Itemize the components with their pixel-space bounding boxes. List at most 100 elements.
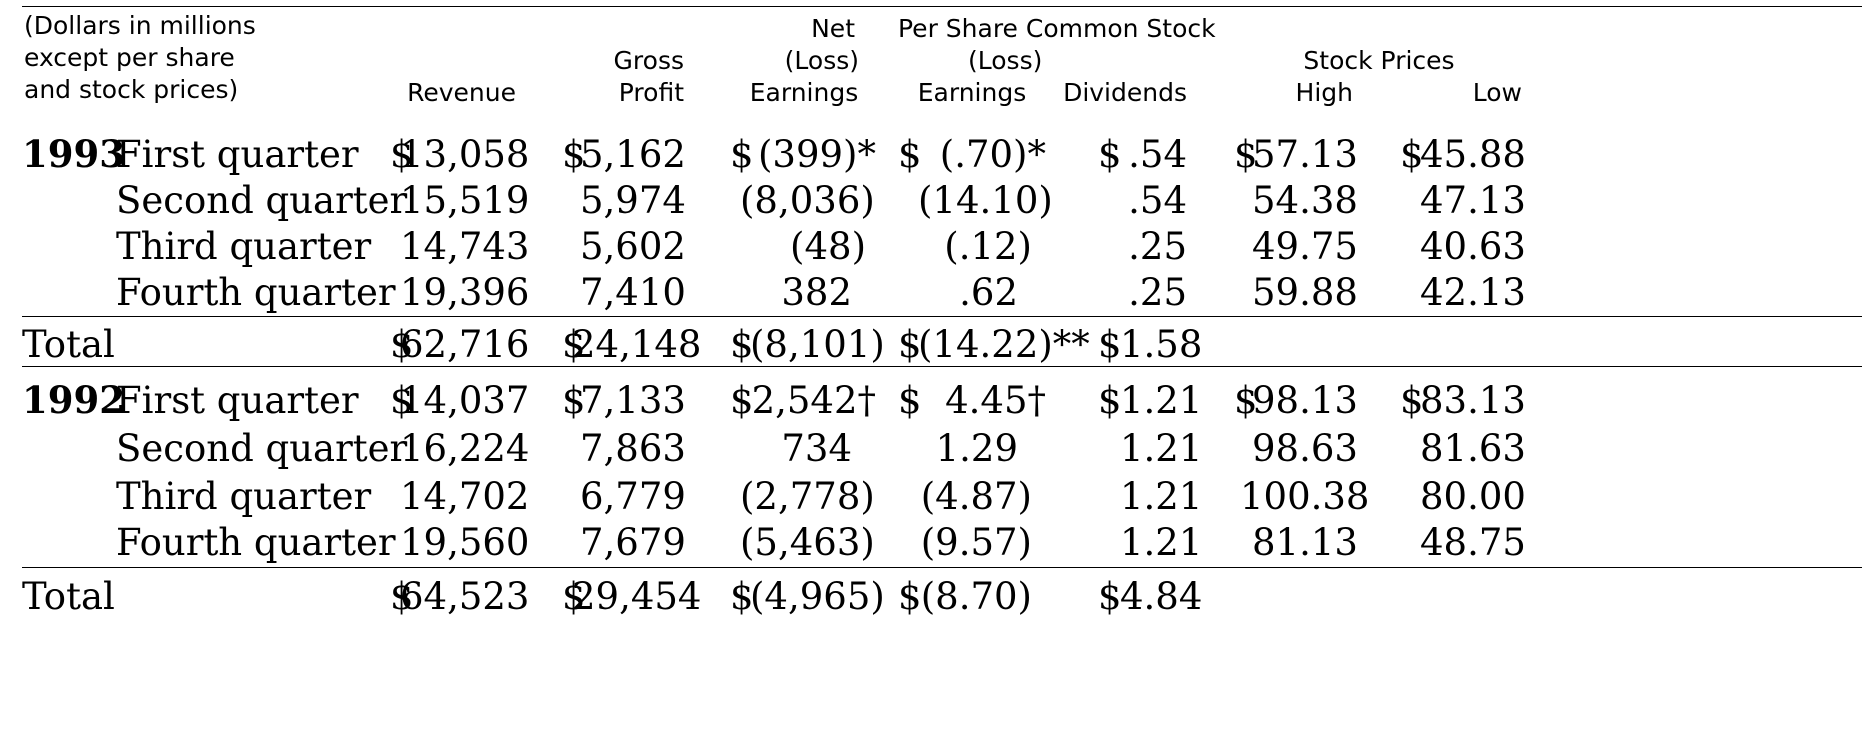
rule-before-1992-total bbox=[22, 567, 1862, 568]
net-header-line-1: Net bbox=[811, 14, 855, 43]
eps-header: Earnings bbox=[917, 78, 1027, 107]
eps-value: 1.29 bbox=[935, 427, 1018, 470]
eps-value: (14.22)** bbox=[918, 323, 1090, 366]
high-dollar-sign: $ bbox=[1234, 133, 1258, 176]
low-value: 48.75 bbox=[1420, 521, 1526, 564]
net-value: 2,542† bbox=[751, 379, 876, 422]
revenue-value: 14,702 bbox=[400, 475, 530, 518]
per-share-sub-header: (Loss) bbox=[968, 46, 1043, 75]
eps-value: (4.87) bbox=[920, 475, 1032, 518]
gross-value: 5,162 bbox=[580, 133, 686, 176]
eps-dollar-sign: $ bbox=[898, 133, 922, 176]
net-value: (48) bbox=[790, 225, 866, 268]
high-value: 49.75 bbox=[1252, 225, 1358, 268]
div-value: .54 bbox=[1128, 133, 1187, 176]
net-header-line-2: (Loss) bbox=[784, 46, 859, 75]
gross-value: 6,779 bbox=[580, 475, 686, 518]
revenue-value: 64,523 bbox=[400, 575, 530, 618]
low-value: 81.63 bbox=[1420, 427, 1526, 470]
stub-header-line-1: (Dollars in millions bbox=[24, 11, 256, 40]
stub-header-line-3: and stock prices) bbox=[24, 75, 239, 104]
gross-value: 5,974 bbox=[580, 179, 686, 222]
revenue-dollar-sign: $ bbox=[390, 133, 414, 176]
net-value: 382 bbox=[781, 271, 852, 314]
low-value: 47.13 bbox=[1420, 179, 1526, 222]
gross-dollar-sign: $ bbox=[562, 133, 586, 176]
total-label: Total bbox=[22, 575, 115, 618]
per-share-group-header: Per Share Common Stock bbox=[898, 14, 1216, 43]
revenue-value: 15,519 bbox=[400, 179, 530, 222]
gross-dollar-sign: $ bbox=[562, 575, 586, 618]
net-dollar-sign: $ bbox=[730, 575, 754, 618]
gross-header-line-1: Gross bbox=[613, 46, 684, 75]
gross-value: 5,602 bbox=[580, 225, 686, 268]
net-value: (2,778) bbox=[740, 475, 875, 518]
div-value: 1.21 bbox=[1120, 475, 1203, 518]
row-label: First quarter bbox=[116, 133, 359, 176]
eps-dollar-sign: $ bbox=[898, 379, 922, 422]
eps-value: (.12) bbox=[944, 225, 1032, 268]
revenue-value: 16,224 bbox=[400, 427, 530, 470]
low-dollar-sign: $ bbox=[1400, 379, 1424, 422]
row-label: Fourth quarter bbox=[116, 271, 396, 314]
div-value: .25 bbox=[1128, 271, 1187, 314]
row-label: Third quarter bbox=[116, 475, 372, 518]
eps-value: .62 bbox=[959, 271, 1018, 314]
div-value: .54 bbox=[1128, 179, 1187, 222]
gross-value: 7,863 bbox=[580, 427, 686, 470]
net-header-line-3: Earnings bbox=[749, 78, 859, 107]
high-value: 59.88 bbox=[1252, 271, 1358, 314]
high-value: 98.63 bbox=[1252, 427, 1358, 470]
high-value: 57.13 bbox=[1252, 133, 1358, 176]
row-label: Second quarter bbox=[116, 427, 408, 470]
revenue-value: 19,560 bbox=[400, 521, 530, 564]
net-value: (8,101) bbox=[750, 323, 885, 366]
row-label: Second quarter bbox=[116, 179, 408, 222]
div-value: 1.58 bbox=[1120, 323, 1203, 366]
div-dollar-sign: $ bbox=[1098, 323, 1122, 366]
high-value: 98.13 bbox=[1252, 379, 1358, 422]
high-value: 81.13 bbox=[1252, 521, 1358, 564]
div-value: 1.21 bbox=[1120, 427, 1203, 470]
eps-value: (8.70) bbox=[920, 575, 1032, 618]
gross-value: 7,679 bbox=[580, 521, 686, 564]
div-value: 1.21 bbox=[1120, 379, 1203, 422]
div-value: 4.84 bbox=[1120, 575, 1203, 618]
row-label: First quarter bbox=[116, 379, 359, 422]
revenue-value: 62,716 bbox=[400, 323, 530, 366]
net-value: (399)* bbox=[758, 133, 876, 176]
div-value: .25 bbox=[1128, 225, 1187, 268]
row-label: Third quarter bbox=[116, 225, 372, 268]
gross-dollar-sign: $ bbox=[562, 323, 586, 366]
low-value: 45.88 bbox=[1420, 133, 1526, 176]
gross-dollar-sign: $ bbox=[562, 379, 586, 422]
year-label-1992: 1992 bbox=[22, 378, 125, 422]
net-value: (5,463) bbox=[740, 521, 875, 564]
revenue-value: 19,396 bbox=[400, 271, 530, 314]
top-rule bbox=[22, 6, 1862, 7]
eps-value: (9.57) bbox=[920, 521, 1032, 564]
div-dollar-sign: $ bbox=[1098, 133, 1122, 176]
gross-value: 24,148 bbox=[572, 323, 702, 366]
revenue-value: 13,058 bbox=[400, 133, 530, 176]
row-label: Fourth quarter bbox=[116, 521, 396, 564]
eps-value: 4.45† bbox=[945, 379, 1046, 422]
rule-before-1993-total bbox=[22, 316, 1862, 317]
revenue-dollar-sign: $ bbox=[390, 323, 414, 366]
gross-value: 7,133 bbox=[580, 379, 686, 422]
stub-header-line-2: except per share bbox=[24, 43, 235, 72]
div-dollar-sign: $ bbox=[1098, 575, 1122, 618]
stock-prices-header: Stock Prices bbox=[1303, 46, 1455, 75]
net-dollar-sign: $ bbox=[730, 323, 754, 366]
low-dollar-sign: $ bbox=[1400, 133, 1424, 176]
net-dollar-sign: $ bbox=[730, 133, 754, 176]
div-value: 1.21 bbox=[1120, 521, 1203, 564]
gross-header-line-2: Profit bbox=[618, 78, 684, 107]
low-header: Low bbox=[1472, 78, 1522, 107]
gross-value: 29,454 bbox=[572, 575, 702, 618]
low-value: 42.13 bbox=[1420, 271, 1526, 314]
low-value: 40.63 bbox=[1420, 225, 1526, 268]
eps-value: (.70)* bbox=[939, 133, 1046, 176]
year-label-1993: 1993 bbox=[22, 132, 125, 176]
